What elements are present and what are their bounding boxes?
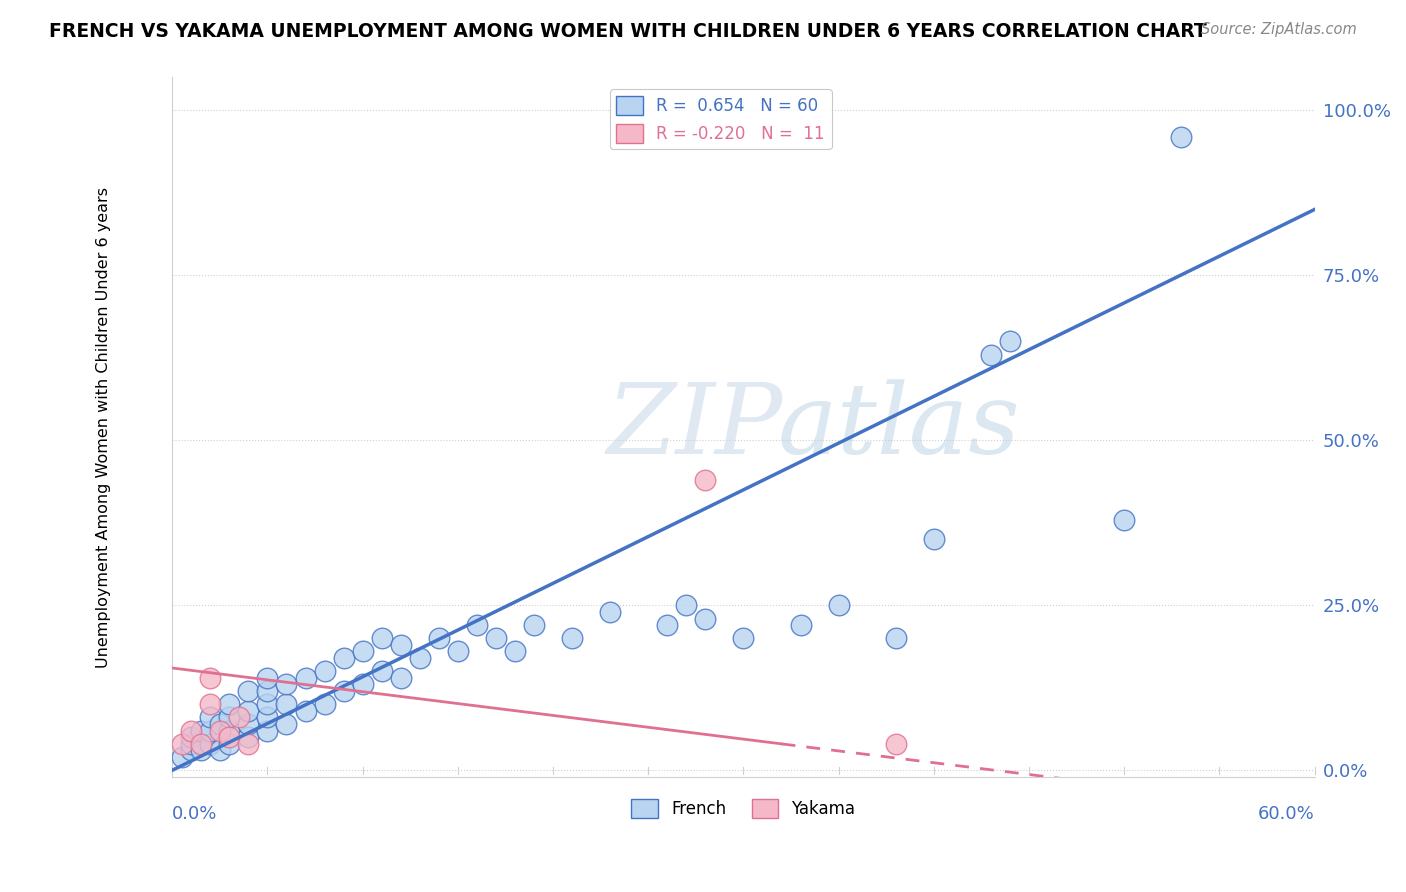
Point bbox=[218, 723, 240, 738]
Point bbox=[695, 611, 717, 625]
Point bbox=[294, 671, 316, 685]
Text: Source: ZipAtlas.com: Source: ZipAtlas.com bbox=[1201, 22, 1357, 37]
Point bbox=[200, 671, 222, 685]
Point bbox=[200, 723, 222, 738]
Point bbox=[228, 710, 250, 724]
Point bbox=[180, 731, 202, 745]
Point bbox=[200, 710, 222, 724]
Point bbox=[256, 684, 278, 698]
Point bbox=[208, 743, 231, 757]
Text: 60.0%: 60.0% bbox=[1258, 805, 1315, 822]
Point bbox=[503, 644, 526, 658]
Point bbox=[218, 731, 240, 745]
Point bbox=[827, 599, 849, 613]
Point bbox=[789, 618, 811, 632]
Point bbox=[238, 737, 260, 751]
Point bbox=[218, 710, 240, 724]
Point bbox=[238, 704, 260, 718]
Point bbox=[294, 704, 316, 718]
Point bbox=[523, 618, 546, 632]
Point bbox=[276, 677, 298, 691]
Point bbox=[256, 723, 278, 738]
Point bbox=[200, 737, 222, 751]
Point bbox=[1170, 129, 1192, 144]
Point bbox=[238, 731, 260, 745]
Point bbox=[884, 632, 907, 646]
Point bbox=[170, 737, 193, 751]
Point bbox=[170, 750, 193, 764]
Point bbox=[332, 651, 354, 665]
Point bbox=[370, 665, 392, 679]
Point bbox=[733, 632, 755, 646]
Point bbox=[256, 671, 278, 685]
Point bbox=[998, 334, 1021, 349]
Text: 0.0%: 0.0% bbox=[173, 805, 218, 822]
Point bbox=[218, 698, 240, 712]
Point bbox=[180, 743, 202, 757]
Point bbox=[447, 644, 470, 658]
Point bbox=[276, 698, 298, 712]
Point bbox=[675, 599, 697, 613]
Text: FRENCH VS YAKAMA UNEMPLOYMENT AMONG WOMEN WITH CHILDREN UNDER 6 YEARS CORRELATIO: FRENCH VS YAKAMA UNEMPLOYMENT AMONG WOME… bbox=[49, 22, 1206, 41]
Point bbox=[409, 651, 432, 665]
Point bbox=[352, 677, 374, 691]
Point bbox=[314, 698, 336, 712]
Text: Unemployment Among Women with Children Under 6 years: Unemployment Among Women with Children U… bbox=[96, 186, 111, 667]
Point bbox=[180, 737, 202, 751]
Point bbox=[256, 698, 278, 712]
Point bbox=[190, 737, 212, 751]
Point bbox=[1114, 512, 1136, 526]
Point bbox=[332, 684, 354, 698]
Point bbox=[884, 737, 907, 751]
Point bbox=[389, 671, 412, 685]
Point bbox=[180, 723, 202, 738]
Point bbox=[200, 698, 222, 712]
Point bbox=[208, 717, 231, 731]
Point bbox=[922, 533, 945, 547]
Point bbox=[695, 473, 717, 487]
Point bbox=[352, 644, 374, 658]
Point bbox=[190, 743, 212, 757]
Point bbox=[190, 723, 212, 738]
Point bbox=[238, 717, 260, 731]
Point bbox=[238, 684, 260, 698]
Point bbox=[218, 737, 240, 751]
Text: atlas: atlas bbox=[778, 379, 1021, 475]
Point bbox=[370, 632, 392, 646]
Point bbox=[599, 605, 621, 619]
Point bbox=[208, 723, 231, 738]
Point bbox=[561, 632, 583, 646]
Text: ZIP: ZIP bbox=[606, 379, 783, 475]
Point bbox=[427, 632, 450, 646]
Point bbox=[657, 618, 679, 632]
Point bbox=[465, 618, 488, 632]
Point bbox=[256, 710, 278, 724]
Legend: French, Yakama: French, Yakama bbox=[624, 792, 862, 824]
Point bbox=[389, 638, 412, 652]
Point bbox=[485, 632, 508, 646]
Point bbox=[314, 665, 336, 679]
Point bbox=[980, 348, 1002, 362]
Point bbox=[276, 717, 298, 731]
